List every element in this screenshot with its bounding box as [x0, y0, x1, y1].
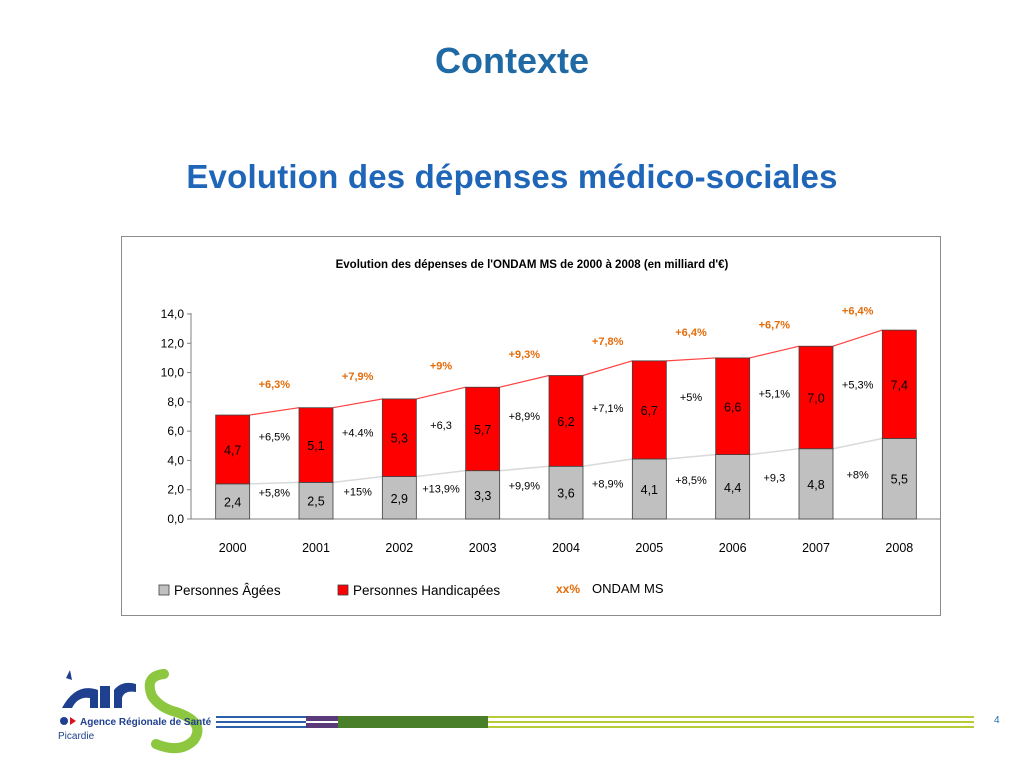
- bar-personnes-handicapees: [715, 357, 751, 455]
- legend-swatch-personnes-handicapees: [337, 584, 349, 596]
- bar-personnes-agees: [548, 465, 584, 520]
- ph-growth-label: +6,5%: [259, 432, 291, 444]
- legend-marker-ondam: xx%: [556, 582, 580, 596]
- ph-growth-label: +5,3%: [842, 380, 874, 392]
- ars-logo-icon: [60, 669, 203, 754]
- pa-growth-label: +9,3: [763, 473, 785, 485]
- bar-personnes-agees: [881, 438, 917, 520]
- x-tick-label: 2004: [552, 541, 580, 555]
- bar-personnes-agees: [798, 448, 834, 520]
- ondam-growth-label: +6,3%: [259, 379, 291, 391]
- bar-label-personnes-agees: 2,4: [224, 495, 241, 509]
- ph-growth-label: +8,9%: [509, 411, 541, 423]
- bar-label-personnes-handicapees: 6,2: [557, 415, 574, 429]
- ondam-growth-label: +7,8%: [592, 336, 624, 348]
- page-number: 4: [994, 715, 1000, 726]
- x-tick-label: 2006: [719, 541, 747, 555]
- bar-label-personnes-handicapees: 5,1: [307, 439, 324, 453]
- bar-personnes-handicapees: [381, 398, 417, 477]
- y-tick-label: 6,0: [167, 424, 184, 438]
- bar-label-personnes-agees: 2,9: [391, 492, 408, 506]
- ph-growth-label: +4.4%: [342, 427, 374, 439]
- ondam-growth-label: +9%: [430, 361, 453, 373]
- x-tick-label: 2003: [469, 541, 497, 555]
- ph-growth-label: +5%: [680, 392, 703, 404]
- bar-label-personnes-handicapees: 7,4: [891, 378, 908, 392]
- bar-label-personnes-agees: 4,8: [807, 478, 824, 492]
- bar-label-personnes-agees: 5,5: [891, 473, 908, 487]
- pa-growth-label: +9,9%: [509, 481, 541, 493]
- ph-growth-label: +5,1%: [759, 388, 791, 400]
- slide-title: Contexte: [434, 40, 590, 81]
- bar-personnes-agees: [215, 483, 251, 520]
- legend-label-ondam: ONDAM MS: [592, 581, 664, 596]
- bar-personnes-handicapees: [798, 345, 834, 450]
- bar-personnes-handicapees: [465, 386, 501, 472]
- bar-personnes-handicapees: [631, 360, 667, 460]
- bar-label-personnes-agees: 3,6: [557, 487, 574, 501]
- pa-growth-label: +13,9%: [422, 484, 460, 496]
- bar-personnes-agees: [298, 481, 334, 520]
- footer-stripes: [216, 716, 974, 728]
- ph-growth-label: +7,1%: [592, 403, 624, 415]
- logo-org-name: Agence Régionale de Santé: [80, 717, 212, 728]
- bar-label-personnes-agees: 4,1: [641, 483, 658, 497]
- bar-label-personnes-agees: 3,3: [474, 489, 491, 503]
- pa-growth-label: +8,9%: [592, 479, 624, 491]
- bar-label-personnes-agees: 4,4: [724, 481, 741, 495]
- bar-personnes-handicapees: [881, 329, 917, 439]
- y-tick-label: 10,0: [161, 366, 185, 380]
- ph-growth-label: +6,3: [430, 420, 452, 432]
- bar-label-personnes-handicapees: 4,7: [224, 443, 241, 457]
- ondam-growth-label: +7,9%: [342, 371, 374, 383]
- legend-label-personnes-handicapees: Personnes Handicapées: [353, 583, 500, 598]
- y-tick-label: 12,0: [161, 336, 185, 350]
- logo-region: Picardie: [58, 731, 95, 742]
- ondam-growth-label: +9,3%: [509, 349, 541, 361]
- ondam-growth-label: +6,4%: [842, 306, 874, 318]
- x-tick-label: 2005: [635, 541, 663, 555]
- chart-heading: Evolution des dépenses médico-sociales: [186, 158, 838, 195]
- legend-swatch-personnes-agees: [158, 584, 170, 596]
- x-tick-label: 2001: [302, 541, 330, 555]
- bar-label-personnes-agees: 2,5: [307, 495, 324, 509]
- pa-growth-label: +5,8%: [259, 487, 291, 499]
- y-tick-label: 4,0: [167, 453, 184, 467]
- bar-personnes-handicapees: [298, 407, 334, 483]
- ondam-growth-label: +6,7%: [759, 320, 791, 332]
- pa-growth-label: +8,5%: [675, 475, 707, 487]
- bar-label-personnes-handicapees: 5,3: [391, 432, 408, 446]
- y-tick-label: 2,0: [167, 483, 184, 497]
- pa-growth-label: +8%: [847, 470, 870, 482]
- chart-title: Evolution des dépenses de l'ONDAM MS de …: [336, 259, 729, 271]
- y-tick-label: 0,0: [167, 512, 184, 526]
- bar-personnes-agees: [631, 458, 667, 520]
- x-tick-label: 2000: [219, 541, 247, 555]
- bar-label-personnes-handicapees: 6,7: [641, 404, 658, 418]
- chart-frame: Evolution des dépenses de l'ONDAM MS de …: [121, 236, 941, 616]
- ondam-trend-line: [249, 329, 883, 416]
- bar-label-personnes-handicapees: 6,6: [724, 400, 741, 414]
- chart: Evolution des dépenses de l'ONDAM MS de …: [158, 259, 941, 598]
- x-tick-label: 2002: [385, 541, 413, 555]
- bar-personnes-handicapees: [548, 375, 584, 467]
- x-tick-label: 2008: [885, 541, 913, 555]
- bar-label-personnes-handicapees: 7,0: [807, 391, 824, 405]
- pa-trend-line: [249, 437, 883, 485]
- legend-label-personnes-agees: Personnes Âgées: [174, 583, 281, 598]
- bar-label-personnes-handicapees: 5,7: [474, 423, 491, 437]
- y-tick-label: 8,0: [167, 395, 184, 409]
- x-tick-label: 2007: [802, 541, 830, 555]
- ondam-growth-label: +6,4%: [675, 327, 707, 339]
- y-tick-label: 14,0: [161, 307, 185, 321]
- bar-personnes-handicapees: [215, 414, 251, 485]
- pa-growth-label: +15%: [343, 487, 372, 499]
